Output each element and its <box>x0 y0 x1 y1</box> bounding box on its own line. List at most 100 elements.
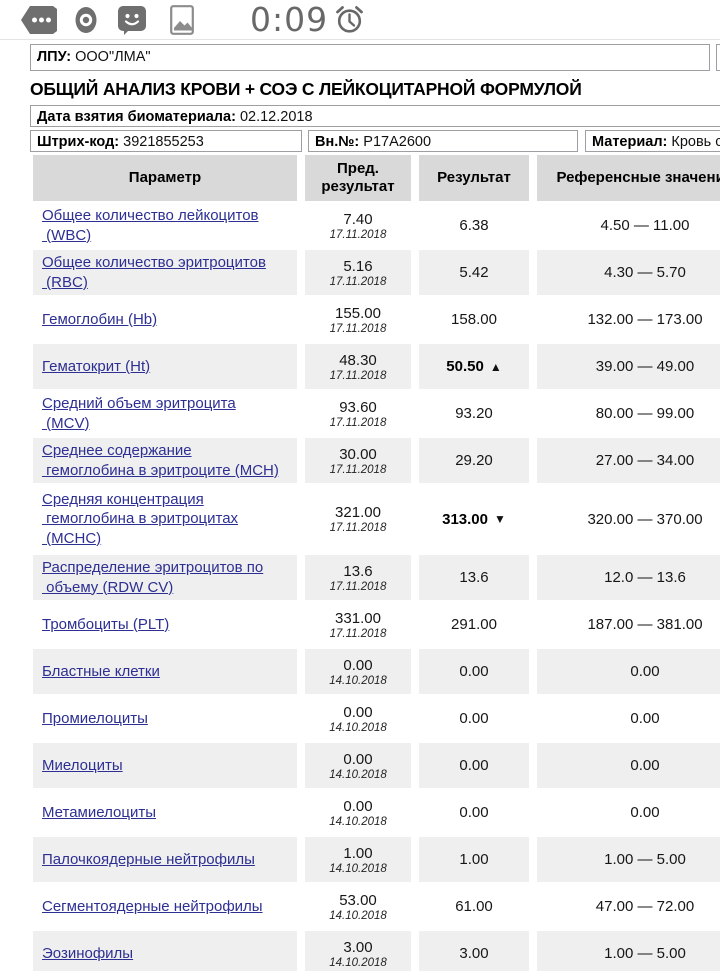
parameter-cell: Бластные клетки <box>33 649 297 694</box>
result-value: 313.00 <box>442 510 488 528</box>
table-row: Тромбоциты (PLT) 331.00 17.11.2018 291.0… <box>33 602 720 647</box>
result-cell: 0.00 <box>419 743 529 788</box>
result-cell: 313.00 ▼ <box>419 485 529 553</box>
parameter-link[interactable]: Гемоглобин (Hb) <box>42 310 158 328</box>
clipped-right-field: В <box>716 44 720 71</box>
parameter-link[interactable]: Общее количество эритроцитов (RBC) <box>42 254 266 291</box>
previous-result-date: 17.11.2018 <box>329 275 387 288</box>
lpu-row: ЛПУ: ООО"ЛМА" В <box>30 44 720 71</box>
result-value: 3.00 <box>459 945 489 962</box>
reference-range-value: 0.00 <box>630 804 660 821</box>
parameter-link[interactable]: Тромбоциты (PLT) <box>42 615 170 633</box>
lpu-value: ООО"ЛМА" <box>75 49 151 65</box>
biomaterial-date-field: Дата взятия биоматериала: 02.12.2018 <box>30 105 720 127</box>
parameter-link[interactable]: Распределение эритроцитов по объему (RDW… <box>42 559 264 596</box>
reference-range-cell: 1.00 — 5.00 <box>537 837 720 882</box>
reference-range-value: 27.00 — 34.00 <box>595 452 695 469</box>
reference-range-value: 187.00 — 381.00 <box>587 616 703 633</box>
result-cell: 50.50 ▲ <box>419 344 529 389</box>
table-row: Сегментоядерные нейтрофилы 53.00 14.10.2… <box>33 884 720 929</box>
table-row: Гемоглобин (Hb) 155.00 17.11.2018 158.00… <box>33 297 720 342</box>
reference-range-cell: 0.00 <box>537 790 720 835</box>
result-cell: 5.42 <box>419 250 529 295</box>
previous-result-date: 14.10.2018 <box>329 721 387 734</box>
previous-result-value: 155.00 <box>335 304 381 322</box>
parameter-link[interactable]: Метамиелоциты <box>42 803 156 821</box>
previous-result-cell: 321.00 17.11.2018 <box>305 485 411 553</box>
parameter-link[interactable]: Палочкоядерные нейтрофилы <box>42 850 255 868</box>
table-row: Средняя концентрация гемоглобина в эритр… <box>33 485 720 553</box>
previous-result-date: 17.11.2018 <box>329 228 387 241</box>
previous-result-value: 5.16 <box>343 257 373 275</box>
parameter-cell: Эозинофилы <box>33 931 297 971</box>
parameter-link[interactable]: Средняя концентрация гемоглобина в эритр… <box>42 490 239 547</box>
parameter-link[interactable]: Промиелоциты <box>42 709 148 727</box>
previous-result-date: 17.11.2018 <box>329 580 387 593</box>
reference-range-cell: 0.00 <box>537 649 720 694</box>
result-cell: 6.38 <box>419 203 529 248</box>
internal-number-label: Вн.№: <box>315 134 360 150</box>
report-title: ОБЩИЙ АНАЛИЗ КРОВИ + СОЭ С ЛЕЙКОЦИТАРНОЙ… <box>30 79 582 99</box>
parameter-link[interactable]: Бластные клетки <box>42 662 160 680</box>
result-value: 0.00 <box>459 804 489 821</box>
previous-result-cell: 30.00 17.11.2018 <box>305 438 411 483</box>
result-cell: 3.00 <box>419 931 529 971</box>
previous-result-date: 17.11.2018 <box>329 627 387 640</box>
result-value: 291.00 <box>451 616 497 633</box>
result-cell: 13.6 <box>419 555 529 600</box>
previous-result-date: 14.10.2018 <box>329 674 387 687</box>
parameter-link[interactable]: Среднее содержание гемоглобина в эритроц… <box>42 442 279 479</box>
reference-range-value: 0.00 <box>630 663 660 680</box>
reference-range-cell: 187.00 — 381.00 <box>537 602 720 647</box>
parameter-cell: Миелоциты <box>33 743 297 788</box>
results-table-body: Общее количество лейкоцитов (WBC) 7.40 1… <box>33 203 720 971</box>
previous-result-cell: 53.00 14.10.2018 <box>305 884 411 929</box>
result-cell: 29.20 <box>419 438 529 483</box>
header-result: Результат <box>419 155 529 201</box>
result-cell: 158.00 <box>419 297 529 342</box>
table-row: Общее количество лейкоцитов (WBC) 7.40 1… <box>33 203 720 248</box>
reference-range-value: 320.00 — 370.00 <box>587 510 703 528</box>
table-row: Среднее содержание гемоглобина в эритроц… <box>33 438 720 483</box>
table-row: Общее количество эритроцитов (RBC) 5.16 … <box>33 250 720 295</box>
internal-number-field: Вн.№: P17A2600 <box>308 130 578 152</box>
parameter-link[interactable]: Гематокрит (Ht) <box>42 357 151 375</box>
previous-result-date: 14.10.2018 <box>329 768 387 781</box>
parameter-cell: Метамиелоциты <box>33 790 297 835</box>
result-cell: 0.00 <box>419 649 529 694</box>
reference-range-cell: 0.00 <box>537 743 720 788</box>
biomaterial-date-label: Дата взятия биоматериала: <box>37 109 236 125</box>
previous-result-cell: 48.30 17.11.2018 <box>305 344 411 389</box>
reference-range-cell: 12.0 — 13.6 <box>537 555 720 600</box>
parameter-link[interactable]: Миелоциты <box>42 756 123 774</box>
barcode-field: Штрих-код: 3921855253 <box>30 130 302 152</box>
result-cell: 61.00 <box>419 884 529 929</box>
table-row: Средний объем эритроцита (MCV) 93.60 17.… <box>33 391 720 436</box>
result-value: 0.00 <box>459 710 489 727</box>
previous-result-cell: 1.00 14.10.2018 <box>305 837 411 882</box>
result-value: 158.00 <box>451 311 497 328</box>
result-cell: 1.00 <box>419 837 529 882</box>
previous-result-cell: 155.00 17.11.2018 <box>305 297 411 342</box>
result-value: 0.00 <box>459 757 489 774</box>
parameter-cell: Распределение эритроцитов по объему (RDW… <box>33 555 297 600</box>
previous-result-cell: 0.00 14.10.2018 <box>305 790 411 835</box>
parameter-cell: Сегментоядерные нейтрофилы <box>33 884 297 929</box>
flag-icon: ▲ <box>489 359 502 374</box>
parameter-link[interactable]: Эозинофилы <box>42 944 134 962</box>
result-value: 93.20 <box>455 405 493 422</box>
parameter-cell: Среднее содержание гемоглобина в эритроц… <box>33 438 297 483</box>
reference-range-cell: 47.00 — 72.00 <box>537 884 720 929</box>
parameter-link[interactable]: Сегментоядерные нейтрофилы <box>42 897 263 915</box>
result-cell: 93.20 <box>419 391 529 436</box>
reference-range-cell: 4.50 — 11.00 <box>537 203 720 248</box>
previous-result-date: 17.11.2018 <box>329 369 387 382</box>
parameter-link[interactable]: Общее количество лейкоцитов (WBC) <box>42 207 259 244</box>
parameter-link[interactable]: Средний объем эритроцита (MCV) <box>42 395 236 432</box>
reference-range-value: 0.00 <box>630 710 660 727</box>
table-row: Бластные клетки 0.00 14.10.2018 0.00 0.0… <box>33 649 720 694</box>
status-bar-clock: 0:09 <box>250 0 329 39</box>
reference-range-value: 4.50 — 11.00 <box>600 217 690 234</box>
previous-result-date: 17.11.2018 <box>329 416 387 429</box>
